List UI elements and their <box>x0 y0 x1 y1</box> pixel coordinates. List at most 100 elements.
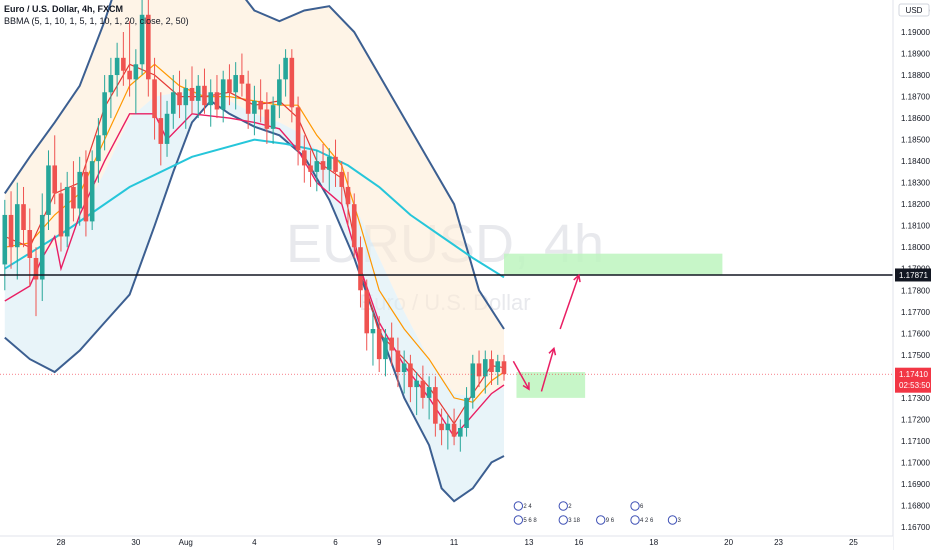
event-flag-icon <box>667 515 678 525</box>
projection-arrows <box>512 273 581 392</box>
candle-body <box>158 118 164 144</box>
candle-body <box>58 193 64 237</box>
candle-body <box>139 14 145 65</box>
price-tick-label: 1.18100 <box>901 222 930 231</box>
candle-body <box>108 75 114 93</box>
candle-body <box>495 361 501 373</box>
time-axis[interactable]: 28 30 Aug 4 6 9 11 13 16 18 20 23 25 <box>0 535 893 550</box>
candle-body <box>464 397 469 428</box>
candle-body <box>189 87 195 101</box>
candle-body <box>227 79 232 93</box>
candle-body <box>245 83 251 114</box>
candle-body <box>489 359 494 373</box>
event-count: 6 <box>611 518 615 524</box>
candle-14 <box>89 150 95 230</box>
candle-body <box>252 100 257 114</box>
candle-body <box>64 186 70 237</box>
candle-29 <box>183 79 189 129</box>
candle-body <box>501 361 507 375</box>
candle-54 <box>339 161 345 205</box>
price-tick-label: 1.18700 <box>901 93 930 102</box>
candle-body <box>52 165 58 194</box>
event-count: 9 <box>606 518 610 524</box>
candle-body <box>345 186 351 205</box>
candle-38 <box>239 53 245 97</box>
candle-20 <box>127 21 132 97</box>
candle-body <box>376 329 382 360</box>
arrow-0 <box>512 360 530 391</box>
candle-26 <box>164 100 170 157</box>
event-count: 2 <box>523 504 527 510</box>
time-tick-label: 9 <box>377 538 382 547</box>
candle-body <box>482 359 488 377</box>
arrow-shaft <box>540 348 555 392</box>
time-tick-label: 11 <box>450 538 459 547</box>
price-tick-label: 1.16900 <box>901 480 930 489</box>
candle-5 <box>33 247 39 317</box>
candle-body <box>39 214 45 280</box>
candle-69 <box>433 376 438 437</box>
candle-body <box>370 329 376 334</box>
candle-body <box>351 204 357 248</box>
zone-1 <box>516 372 586 398</box>
event-count: 4 <box>640 518 644 524</box>
candle-body <box>383 337 388 360</box>
candle-15 <box>96 118 101 183</box>
candle-body <box>102 92 107 136</box>
candle-body <box>433 387 438 424</box>
price-tick-label: 1.18400 <box>901 157 930 166</box>
candle-4 <box>27 208 33 286</box>
time-tick-label: 6 <box>333 538 338 547</box>
candle-13 <box>83 150 89 237</box>
price-tick-label: 1.19000 <box>901 28 930 37</box>
candle-51 <box>320 143 326 183</box>
candle-body <box>233 75 238 93</box>
candle-6 <box>39 193 45 302</box>
candle-60 <box>376 316 382 373</box>
candle-34 <box>214 75 220 119</box>
candle-body <box>408 363 413 388</box>
last-price-tag: 1.17410 02:53:50 <box>895 367 931 393</box>
candle-72 <box>451 408 457 446</box>
candle-42 <box>264 92 270 144</box>
candle-body <box>401 363 407 373</box>
event-count: 3 <box>568 518 572 524</box>
candle-73 <box>458 419 463 452</box>
candle-33 <box>208 79 214 127</box>
last-price-tag-label: 1.17410 <box>899 370 928 379</box>
candle-75 <box>470 354 476 409</box>
candle-67 <box>420 365 426 409</box>
event-count: 6 <box>640 504 644 510</box>
price-tick-label: 1.17500 <box>901 351 930 360</box>
candle-46 <box>289 49 295 123</box>
event-3: 3 18 <box>558 515 581 525</box>
candle-49 <box>308 150 313 187</box>
price-lines <box>0 274 893 375</box>
level-price-tag: 1.17871 <box>895 268 931 282</box>
candle-44 <box>277 64 282 119</box>
candle-58 <box>364 279 370 351</box>
time-tick-label: 25 <box>849 538 858 547</box>
candle-70 <box>439 408 444 446</box>
candle-body <box>33 257 39 280</box>
event-count: 5 <box>523 518 527 524</box>
event-7: 3 <box>667 515 681 525</box>
candle-body <box>8 214 14 248</box>
level-tag-label: 1.17871 <box>899 271 928 280</box>
candle-3 <box>21 186 26 248</box>
candle-body <box>326 156 332 170</box>
event-flag-icon <box>558 501 568 511</box>
event-count: 4 <box>528 504 532 510</box>
arrow-head <box>548 346 557 356</box>
candle-17 <box>108 57 114 119</box>
price-tick-label: 1.17800 <box>901 286 930 295</box>
time-tick-label: 28 <box>57 538 66 547</box>
candle-body <box>96 135 101 162</box>
candle-body <box>202 85 207 106</box>
indicator-legend: BBMA (5, 1, 10, 1, 5, 1, 10, 1, 20, clos… <box>4 16 189 26</box>
event-flag-icon <box>630 515 640 525</box>
